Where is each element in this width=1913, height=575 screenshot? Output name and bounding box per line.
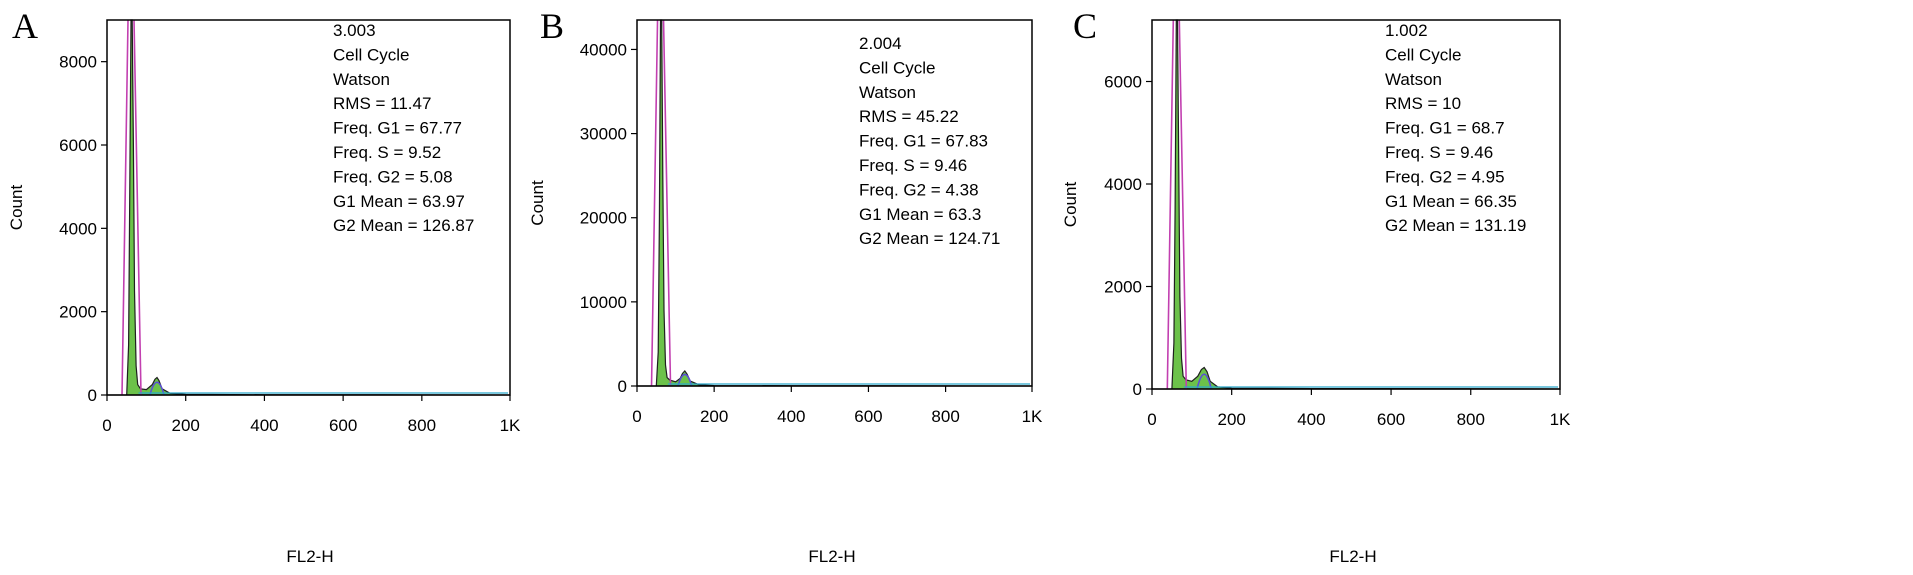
y-tick-label: 20000 bbox=[580, 209, 627, 228]
histogram-area bbox=[637, 19, 1033, 387]
x-tick-label: 200 bbox=[1218, 410, 1246, 429]
stat-line: 3.003 bbox=[333, 21, 376, 40]
stat-line: G2 Mean = 131.19 bbox=[1385, 216, 1526, 235]
y-tick-label: 8000 bbox=[59, 53, 97, 72]
stat-line: Freq. G2 = 4.38 bbox=[859, 180, 979, 199]
x-tick-label: 1K bbox=[1550, 410, 1571, 429]
x-tick-label: 600 bbox=[854, 407, 882, 426]
panel-letter: C bbox=[1073, 6, 1097, 46]
x-tick-label: 600 bbox=[329, 416, 357, 435]
plot-frame bbox=[106, 19, 511, 396]
stat-line: G2 Mean = 124.71 bbox=[859, 229, 1000, 248]
x-tick-label: 800 bbox=[931, 407, 959, 426]
y-tick-label: 0 bbox=[1133, 380, 1142, 399]
y-tick-label: 40000 bbox=[580, 40, 627, 59]
g2-fit-curve bbox=[1196, 373, 1213, 390]
x-tick-label: 0 bbox=[632, 407, 641, 426]
g2-fit-curve bbox=[149, 381, 165, 396]
stat-line: Cell Cycle bbox=[1385, 45, 1462, 64]
panel-letter: B bbox=[540, 6, 564, 46]
stat-line: Freq. G1 = 68.7 bbox=[1385, 119, 1505, 138]
stat-line: RMS = 45.22 bbox=[859, 107, 959, 126]
y-tick-label: 4000 bbox=[1104, 175, 1142, 194]
y-axis-title: Count bbox=[528, 180, 547, 226]
stat-line: Freq. G1 = 67.77 bbox=[333, 119, 462, 138]
stats-annotation: 3.003 Cell Cycle Watson RMS = 11.47 Freq. G1… bbox=[333, 21, 474, 235]
x-tick-label: 800 bbox=[408, 416, 436, 435]
stat-line: Freq. G2 = 4.95 bbox=[1385, 167, 1505, 186]
y-tick-label: 4000 bbox=[59, 219, 97, 238]
x-axis-title: FL2-H bbox=[808, 547, 855, 566]
stat-line: Freq. G1 = 67.83 bbox=[859, 132, 988, 151]
stat-line: Freq. S = 9.46 bbox=[859, 156, 967, 175]
x-tick-label: 400 bbox=[777, 407, 805, 426]
y-tick-label: 6000 bbox=[1104, 73, 1142, 92]
stat-line: Cell Cycle bbox=[859, 58, 936, 77]
stat-line: Cell Cycle bbox=[333, 45, 410, 64]
panel-b: B 0 10000 20000 30000 40000 0 200 400 600 800 1K FL2… bbox=[528, 6, 1043, 566]
x-tick-label: 200 bbox=[700, 407, 728, 426]
stat-line: Freq. S = 9.46 bbox=[1385, 143, 1493, 162]
x-tick-label: 400 bbox=[1297, 410, 1325, 429]
stat-line: Watson bbox=[859, 83, 916, 102]
stats-annotation: 2.004 Cell Cycle Watson RMS = 45.22 Freq. G1… bbox=[859, 34, 1000, 248]
y-tick-label: 30000 bbox=[580, 125, 627, 144]
stats-annotation: 1.002 Cell Cycle Watson RMS = 10 Freq. G1 = … bbox=[1385, 21, 1526, 235]
x-tick-label: 600 bbox=[1377, 410, 1405, 429]
g1-fit-curve bbox=[1166, 19, 1188, 390]
stat-line: G2 Mean = 126.87 bbox=[333, 216, 474, 235]
panel-letter: A bbox=[12, 6, 38, 46]
y-tick-label: 0 bbox=[618, 377, 627, 396]
stat-line: 1.002 bbox=[1385, 21, 1428, 40]
stat-line: RMS = 11.47 bbox=[333, 94, 431, 113]
stat-line: 2.004 bbox=[859, 34, 902, 53]
x-tick-label: 1K bbox=[1022, 407, 1043, 426]
x-tick-label: 800 bbox=[1457, 410, 1485, 429]
y-tick-label: 6000 bbox=[59, 136, 97, 155]
y-tick-label: 2000 bbox=[1104, 278, 1142, 297]
y-tick-label: 0 bbox=[88, 386, 97, 405]
plot-frame bbox=[636, 19, 1033, 387]
x-tick-label: 0 bbox=[102, 416, 111, 435]
x-tick-label: 0 bbox=[1147, 410, 1156, 429]
stat-line: Freq. S = 9.52 bbox=[333, 143, 441, 162]
stat-line: G1 Mean = 63.97 bbox=[333, 192, 465, 211]
plot-frame bbox=[1151, 19, 1561, 390]
g1-fit-curve bbox=[650, 19, 672, 387]
stat-line: G1 Mean = 63.3 bbox=[859, 205, 981, 224]
stat-line: G1 Mean = 66.35 bbox=[1385, 192, 1517, 211]
g2-fit-curve bbox=[677, 373, 693, 387]
y-axis-title: Count bbox=[7, 185, 26, 231]
x-tick-label: 400 bbox=[250, 416, 278, 435]
y-axis-title: Count bbox=[1061, 182, 1080, 228]
g1-fit-curve bbox=[121, 19, 142, 396]
stat-line: Freq. G2 = 5.08 bbox=[333, 167, 453, 186]
stat-line: Watson bbox=[333, 70, 390, 89]
x-axis-title: FL2-H bbox=[286, 547, 333, 566]
stat-line: Watson bbox=[1385, 70, 1442, 89]
y-tick-label: 10000 bbox=[580, 293, 627, 312]
x-tick-label: 1K bbox=[500, 416, 521, 435]
x-axis-title: FL2-H bbox=[1329, 547, 1376, 566]
panel-a: A 0 2000 4000 6000 8000 0 200 400 600 800 1K FL2-H Co… bbox=[7, 6, 521, 566]
panel-c: C 0 2000 4000 6000 0 200 400 600 800 1K FL2-H Count 1… bbox=[1061, 6, 1571, 566]
x-tick-label: 200 bbox=[172, 416, 200, 435]
stat-line: RMS = 10 bbox=[1385, 94, 1461, 113]
y-tick-label: 2000 bbox=[59, 303, 97, 322]
